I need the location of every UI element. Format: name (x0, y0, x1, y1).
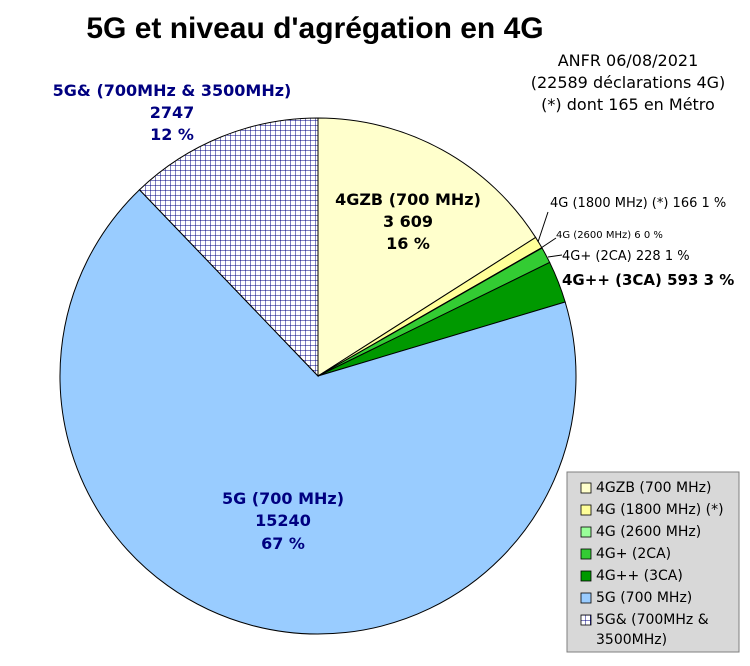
declarations-note: (22589 déclarations 4G) (531, 73, 726, 92)
slice-label-5g-and-name: 5G& (700MHz & 3500MHz) (53, 81, 292, 100)
slice-label-4g-2600: 4G (2600 MHz) 6 0 % (556, 230, 663, 241)
legend-swatch-4gzb (580, 482, 592, 494)
source-note: ANFR 06/08/2021 (558, 51, 699, 70)
slice-label-4gzb-name: 4GZB (700 MHz) (335, 190, 481, 209)
metro-note: (*) dont 165 en Métro (541, 95, 715, 114)
slice-label-5g-and-value: 2747 (150, 103, 195, 122)
legend-swatch-4g-2600 (580, 526, 592, 538)
legend-label-5g-and-cont: 3500MHz) (596, 632, 667, 648)
legend-label-4g-plusplus: 4G++ (3CA) (596, 568, 683, 584)
legend: 4GZB (700 MHz) 4G (1800 MHz) (*) 4G (260… (566, 471, 740, 653)
legend-swatch-4g-1800 (580, 504, 592, 516)
slice-label-4gzb-value: 3 609 (383, 212, 433, 231)
pie-slice-4gzb (317, 117, 537, 377)
legend-label-4g-2600: 4G (2600 MHz) (596, 524, 701, 540)
legend-label-4gzb: 4GZB (700 MHz) (596, 480, 711, 496)
legend-label-5g-and: 5G& (700MHz & (596, 612, 709, 628)
legend-swatch-4g-plus (580, 548, 592, 560)
slice-label-4g-plusplus: 4G++ (3CA) 593 3 % (562, 271, 734, 289)
chart-title: 5G et niveau d'agrégation en 4G (86, 12, 543, 45)
legend-swatch-4g-plusplus (580, 570, 592, 582)
legend-swatch-5g-and (580, 614, 592, 626)
pie-slice-5g (59, 189, 577, 635)
legend-label-4g-plus: 4G+ (2CA) (596, 546, 671, 562)
slice-label-5g-value: 15240 (255, 511, 311, 530)
legend-swatch-5g (580, 592, 592, 604)
pie-slice-5g-and (138, 117, 319, 378)
slice-label-5g-and-percent: 12 % (150, 125, 194, 144)
slice-label-5g-percent: 67 % (261, 534, 305, 553)
slice-label-5g-name: 5G (700 MHz) (222, 489, 344, 508)
legend-box (566, 471, 740, 653)
leader-lines (537, 211, 563, 258)
slice-label-4gzb-percent: 16 % (386, 234, 430, 253)
legend-label-5g: 5G (700 MHz) (596, 590, 692, 606)
legend-label-4g-1800: 4G (1800 MHz) (*) (596, 502, 724, 518)
slice-label-4g-plus: 4G+ (2CA) 228 1 % (562, 249, 690, 264)
slice-label-4g-1800: 4G (1800 MHz) (*) 166 1 % (550, 196, 726, 211)
